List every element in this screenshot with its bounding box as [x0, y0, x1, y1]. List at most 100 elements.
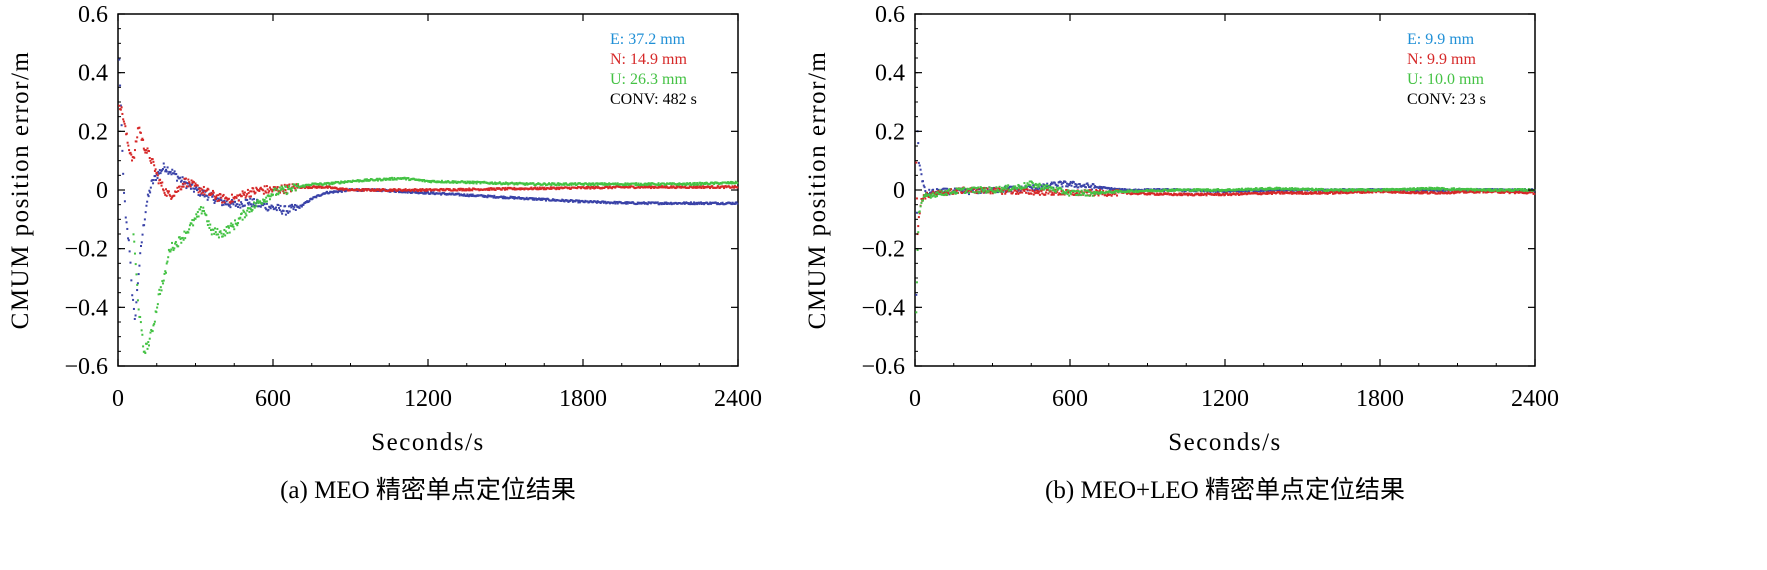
data-point: [365, 179, 368, 182]
data-point: [249, 195, 252, 198]
data-point: [616, 182, 619, 185]
data-point: [471, 193, 474, 196]
data-point: [998, 185, 1001, 188]
data-point: [506, 188, 509, 191]
data-point: [530, 186, 533, 189]
data-point: [1246, 189, 1249, 192]
data-point: [513, 186, 516, 189]
data-point: [379, 178, 382, 181]
y-tick-label: −0.2: [861, 237, 905, 263]
data-point: [259, 205, 262, 208]
data-point: [1282, 187, 1285, 190]
data-point: [698, 202, 701, 205]
data-point: [1268, 186, 1271, 189]
data-point: [545, 188, 548, 191]
data-point: [1124, 188, 1127, 191]
data-point: [1314, 188, 1317, 191]
data-point: [119, 84, 122, 87]
data-point: [461, 187, 464, 190]
data-point: [1226, 189, 1229, 192]
data-point: [724, 203, 727, 206]
data-point: [295, 183, 298, 186]
data-point: [196, 184, 199, 187]
data-point: [315, 196, 318, 199]
data-point: [1096, 191, 1099, 194]
data-point: [580, 187, 583, 190]
data-point: [664, 202, 667, 205]
data-point: [974, 191, 977, 194]
data-point: [1200, 194, 1203, 197]
data-point: [413, 189, 416, 192]
data-point: [1179, 194, 1182, 197]
data-point: [685, 183, 688, 186]
data-point: [1068, 194, 1071, 197]
data-point: [917, 225, 920, 228]
data-point: [175, 243, 178, 246]
data-point: [294, 189, 297, 192]
data-point: [932, 188, 935, 191]
data-point: [1491, 188, 1494, 191]
data-point: [468, 187, 471, 190]
data-point: [267, 208, 270, 211]
data-point: [239, 206, 242, 209]
data-point: [719, 186, 722, 189]
x-tick-label: 1800: [559, 386, 607, 412]
data-point: [712, 181, 715, 184]
data-point: [1256, 192, 1259, 195]
data-point: [340, 180, 343, 183]
data-point: [209, 223, 212, 226]
data-point: [1352, 190, 1355, 193]
data-point: [548, 182, 551, 185]
data-point: [490, 188, 493, 191]
data-point: [1521, 188, 1524, 191]
data-point: [175, 173, 178, 176]
data-point: [1422, 189, 1425, 192]
data-point: [423, 190, 426, 193]
data-point: [1076, 193, 1079, 196]
data-point: [1409, 192, 1412, 195]
data-point: [1206, 189, 1209, 192]
data-point: [230, 222, 233, 225]
data-point: [262, 189, 265, 192]
data-point: [639, 182, 642, 185]
data-point: [224, 203, 227, 206]
data-point: [179, 180, 182, 183]
data-point: [164, 270, 167, 273]
data-point: [464, 180, 467, 183]
data-point: [1110, 194, 1113, 197]
data-point: [517, 196, 520, 199]
data-point: [170, 173, 173, 176]
data-point: [227, 197, 230, 200]
data-point: [535, 188, 538, 191]
data-point: [660, 185, 663, 188]
data-point: [210, 233, 213, 236]
data-point: [542, 188, 545, 191]
data-point: [220, 196, 223, 199]
data-point: [452, 181, 455, 184]
data-point: [202, 185, 205, 188]
data-point: [642, 186, 645, 189]
data-point: [176, 179, 179, 182]
data-point: [465, 194, 468, 197]
data-point: [958, 187, 961, 190]
data-point: [1296, 188, 1299, 191]
legend-entry: E: 37.2 mm: [610, 31, 686, 48]
data-point: [1018, 184, 1021, 187]
data-point: [1128, 191, 1131, 194]
data-point: [164, 170, 167, 173]
data-point: [1016, 186, 1019, 189]
data-point: [186, 185, 189, 188]
data-point: [709, 201, 712, 204]
data-point: [1112, 189, 1115, 192]
data-point: [1167, 189, 1170, 192]
data-point: [1332, 189, 1335, 192]
data-point: [637, 182, 640, 185]
data-point: [568, 183, 571, 186]
data-point: [970, 190, 973, 193]
data-point: [1483, 188, 1486, 191]
data-point: [331, 183, 334, 186]
data-point: [1167, 192, 1170, 195]
data-point: [1271, 190, 1274, 193]
data-point: [120, 124, 123, 127]
data-point: [146, 347, 149, 350]
